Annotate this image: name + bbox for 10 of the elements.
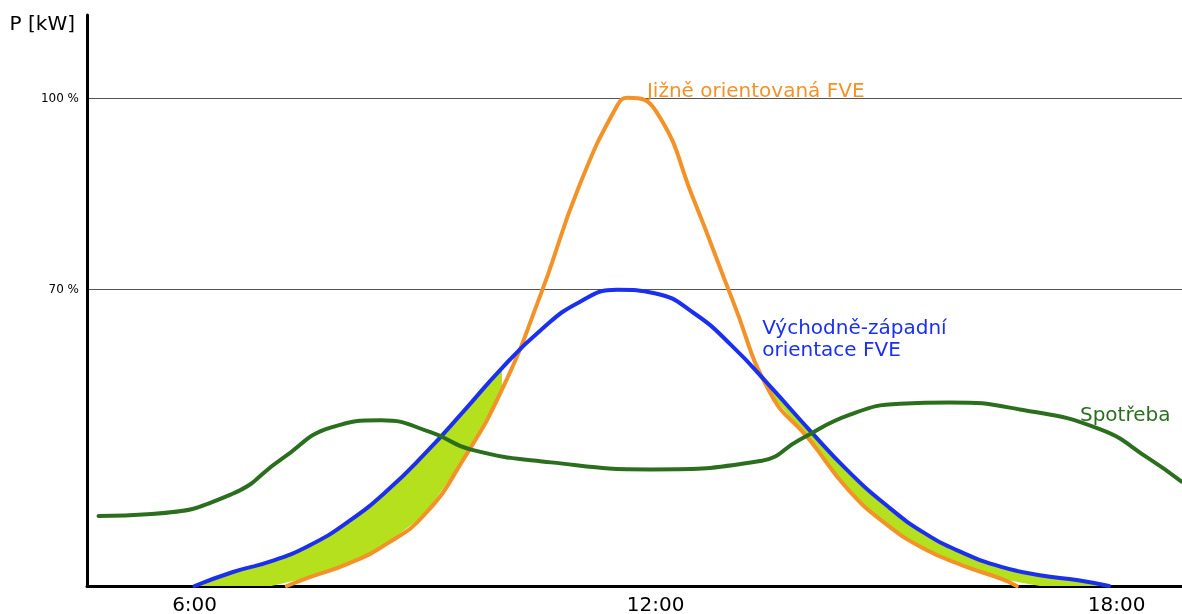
series-label: Jižně orientovaná FVE	[644, 77, 865, 102]
x-tick-label: 18:00	[1087, 592, 1146, 614]
y-tick-label: 100 %	[40, 90, 79, 105]
x-tick-label: 12:00	[626, 592, 685, 614]
x-tick-label: 6:00	[172, 592, 218, 614]
y-axis-title: P [kW]	[9, 11, 75, 35]
line-series	[96, 400, 1182, 518]
series-label: Východně-západní orientace FVE	[762, 314, 949, 361]
series-label: Spotřeba	[1079, 402, 1171, 427]
y-tick-label: 70 %	[48, 282, 79, 297]
